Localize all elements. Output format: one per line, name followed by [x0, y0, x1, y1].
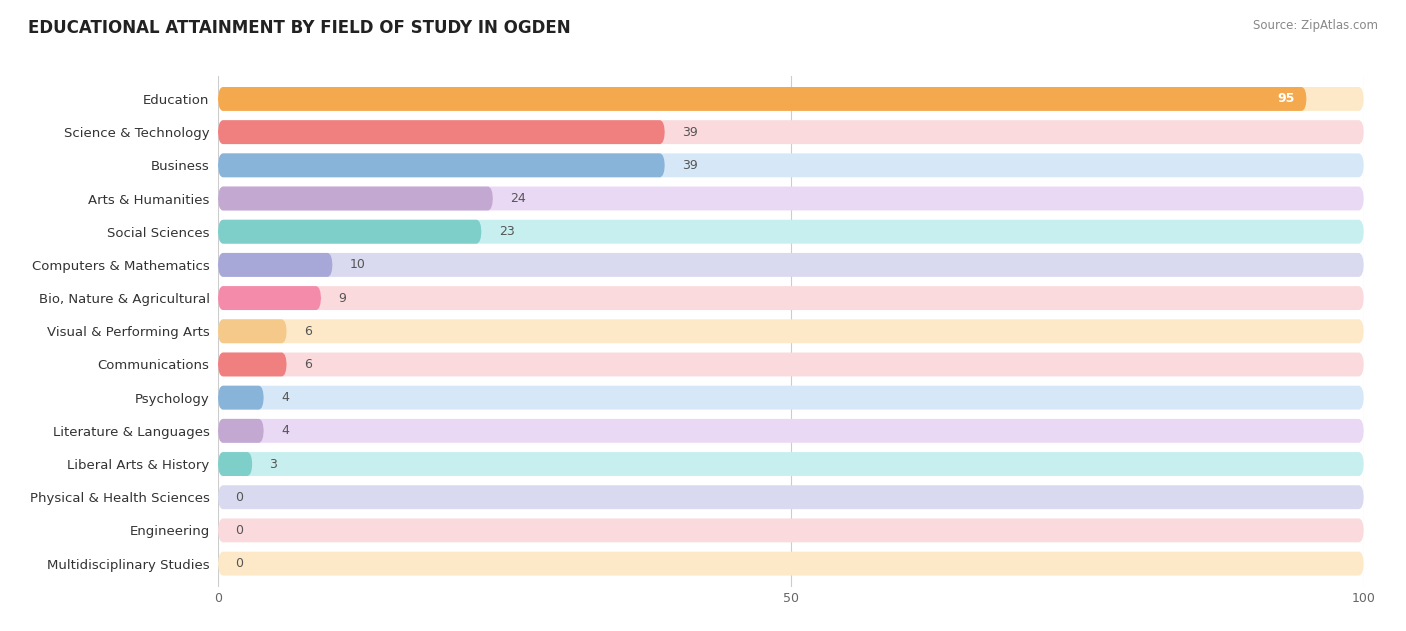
FancyBboxPatch shape — [218, 353, 1364, 377]
Text: 9: 9 — [339, 292, 346, 305]
FancyBboxPatch shape — [218, 153, 665, 177]
Text: 24: 24 — [510, 192, 526, 205]
Text: 23: 23 — [499, 225, 515, 239]
Text: 39: 39 — [682, 159, 697, 172]
FancyBboxPatch shape — [218, 253, 333, 277]
Text: 6: 6 — [304, 358, 312, 371]
FancyBboxPatch shape — [218, 319, 287, 343]
Text: 4: 4 — [281, 424, 288, 437]
FancyBboxPatch shape — [218, 419, 1364, 443]
Text: 6: 6 — [304, 325, 312, 338]
FancyBboxPatch shape — [218, 220, 1364, 244]
FancyBboxPatch shape — [218, 485, 1364, 509]
Text: 39: 39 — [682, 126, 697, 139]
Text: 4: 4 — [281, 391, 288, 404]
FancyBboxPatch shape — [218, 519, 1364, 543]
FancyBboxPatch shape — [218, 220, 481, 244]
Text: 3: 3 — [270, 457, 277, 471]
FancyBboxPatch shape — [218, 319, 1364, 343]
FancyBboxPatch shape — [218, 120, 1364, 144]
Text: 0: 0 — [235, 491, 243, 504]
FancyBboxPatch shape — [218, 120, 665, 144]
FancyBboxPatch shape — [218, 452, 252, 476]
Text: EDUCATIONAL ATTAINMENT BY FIELD OF STUDY IN OGDEN: EDUCATIONAL ATTAINMENT BY FIELD OF STUDY… — [28, 19, 571, 37]
Text: Source: ZipAtlas.com: Source: ZipAtlas.com — [1253, 19, 1378, 32]
Text: 0: 0 — [235, 557, 243, 570]
Text: 0: 0 — [235, 524, 243, 537]
FancyBboxPatch shape — [218, 419, 264, 443]
Text: 95: 95 — [1278, 93, 1295, 105]
FancyBboxPatch shape — [218, 551, 1364, 575]
FancyBboxPatch shape — [218, 286, 1364, 310]
FancyBboxPatch shape — [218, 153, 1364, 177]
Text: 10: 10 — [350, 259, 366, 271]
FancyBboxPatch shape — [218, 87, 1306, 111]
FancyBboxPatch shape — [218, 253, 1364, 277]
FancyBboxPatch shape — [218, 386, 264, 410]
FancyBboxPatch shape — [218, 452, 1364, 476]
FancyBboxPatch shape — [218, 187, 1364, 211]
FancyBboxPatch shape — [218, 386, 1364, 410]
FancyBboxPatch shape — [218, 187, 494, 211]
FancyBboxPatch shape — [218, 353, 287, 377]
FancyBboxPatch shape — [218, 286, 321, 310]
FancyBboxPatch shape — [218, 87, 1364, 111]
